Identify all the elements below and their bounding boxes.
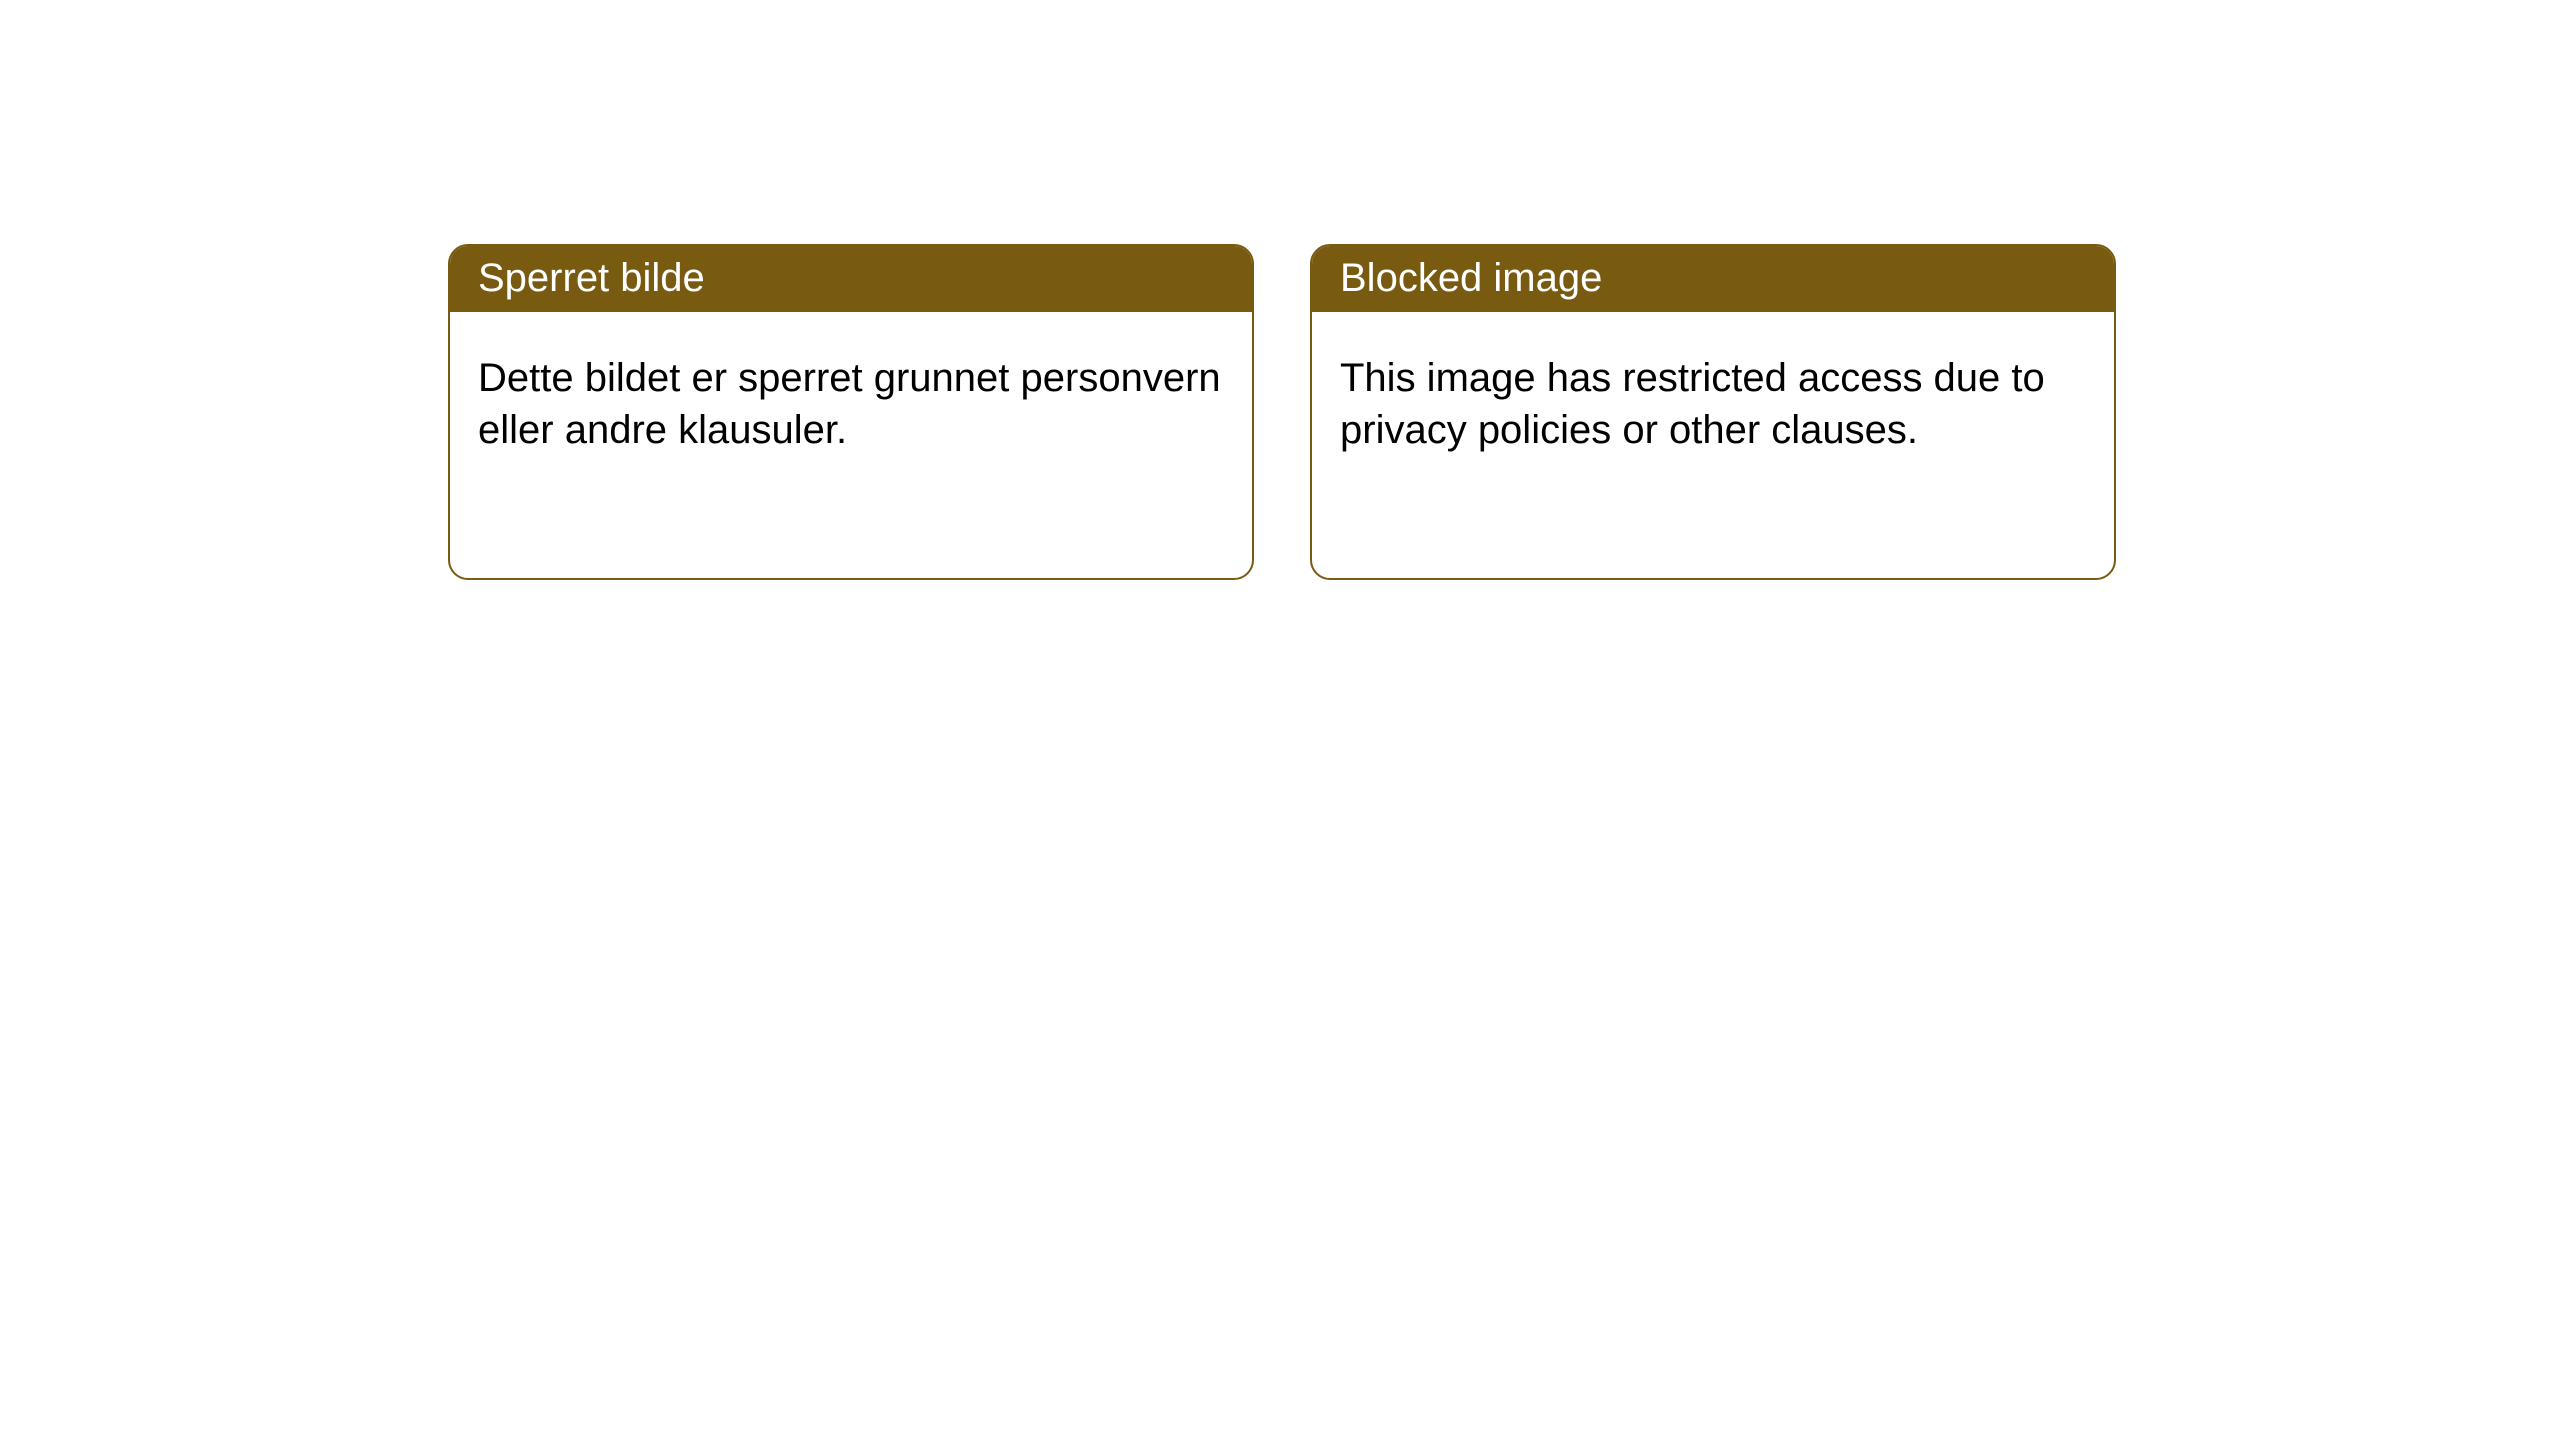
card-header-norwegian: Sperret bilde <box>450 246 1252 312</box>
card-body-text: Dette bildet er sperret grunnet personve… <box>478 356 1221 452</box>
card-title: Blocked image <box>1340 256 1602 300</box>
notice-container: Sperret bilde Dette bildet er sperret gr… <box>0 0 2560 580</box>
card-body-text: This image has restricted access due to … <box>1340 356 2045 452</box>
card-body-english: This image has restricted access due to … <box>1312 312 2114 484</box>
notice-card-norwegian: Sperret bilde Dette bildet er sperret gr… <box>448 244 1254 580</box>
card-header-english: Blocked image <box>1312 246 2114 312</box>
card-body-norwegian: Dette bildet er sperret grunnet personve… <box>450 312 1252 484</box>
notice-card-english: Blocked image This image has restricted … <box>1310 244 2116 580</box>
card-title: Sperret bilde <box>478 256 705 300</box>
